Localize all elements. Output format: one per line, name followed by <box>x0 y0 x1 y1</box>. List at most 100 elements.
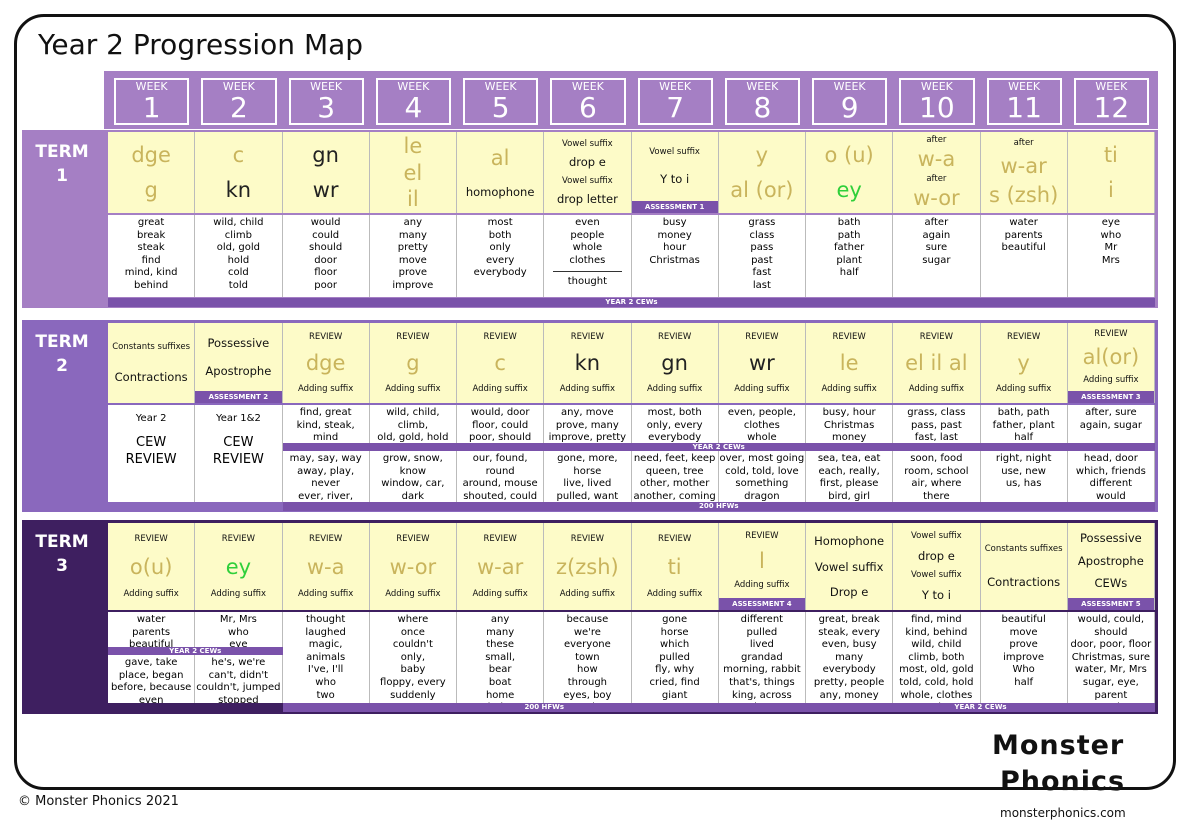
topic-small: Vowel suffix <box>562 175 613 186</box>
word-list: bath path father plant half <box>806 215 894 297</box>
word: improve <box>1003 651 1045 663</box>
topic-small: Adding suffix <box>385 384 441 394</box>
topic-small: after <box>1013 137 1034 148</box>
topic-cell: REVIEW kn Adding suffix <box>544 323 632 403</box>
grapheme: i <box>1107 178 1114 202</box>
word-list: would, could, should door, poor, floor Chr… <box>1067 612 1155 703</box>
word: kind, steak, mind <box>296 419 355 443</box>
topic-cell: REVIEW al(or) Adding suffix ASSESSMENT 3 <box>1067 323 1155 403</box>
grapheme: al (or) <box>730 178 794 202</box>
topic-text: Homophone <box>814 534 885 549</box>
topic-text: Contractions <box>987 575 1061 589</box>
term-word: TERM <box>35 532 89 552</box>
word: Mr, Mrs <box>219 614 257 625</box>
word: many <box>398 229 427 241</box>
week-box: WEEK 12 <box>1073 78 1149 125</box>
topic-cell: gn wr <box>282 132 370 213</box>
topic-small: REVIEW <box>745 332 779 342</box>
word: different <box>740 614 784 625</box>
word-list-upper: Mr, Mrs who eye <box>195 612 283 647</box>
word: ever, river, under <box>298 490 354 502</box>
word: how <box>577 664 598 676</box>
word: would, door <box>470 407 530 418</box>
word: pulled, want <box>556 490 619 502</box>
term-number: 1 <box>56 166 68 186</box>
topic-small: REVIEW <box>570 332 605 342</box>
word: class <box>749 229 775 241</box>
week-label: WEEK <box>135 80 168 93</box>
word-list-upper: water parents beautiful <box>108 612 196 647</box>
word: soon, food <box>910 453 963 464</box>
word: floor <box>314 267 337 279</box>
assessment-banner: ASSESSMENT 5 <box>1067 598 1154 610</box>
topic-small: REVIEW <box>832 332 866 342</box>
word: after <box>924 217 949 228</box>
word: any, money <box>819 689 879 701</box>
topic-small: Adding suffix <box>297 589 354 600</box>
week-box: WEEK 11 <box>986 78 1062 125</box>
word: gone, more, horse <box>557 453 618 477</box>
word-list: because we're everyone town how through eyes, … <box>544 612 632 703</box>
word: would, could, should <box>1077 614 1145 638</box>
topic-small: Adding suffix <box>297 384 354 394</box>
word: whole <box>572 242 603 254</box>
word: bath, path <box>997 407 1050 418</box>
word: through <box>567 676 608 688</box>
topic-small: REVIEW <box>308 533 343 544</box>
word: everybody <box>822 664 876 676</box>
topic-cell: Possessive Apostrophe ASSESSMENT 2 <box>195 323 283 403</box>
word: cold, told, love <box>725 465 799 477</box>
word-list-lower: head, door which, friends different would <box>1067 451 1155 502</box>
word: we're <box>573 626 601 638</box>
word: grass <box>748 217 776 228</box>
word: suddenly <box>390 689 436 701</box>
word-list-lower: over, most going cold, told, love somethin… <box>718 451 806 502</box>
topic-cell: REVIEW ey Adding suffix <box>195 523 283 610</box>
topic-small: REVIEW <box>1006 332 1041 342</box>
term-number: 2 <box>56 356 68 376</box>
word-list-upper: bath, path father, plant half <box>980 405 1068 443</box>
word: parents <box>132 626 171 638</box>
week-number: 4 <box>404 91 423 124</box>
week-label: WEEK <box>571 80 604 93</box>
topic-text: Apostrophe <box>205 363 272 378</box>
word: bath <box>837 217 861 228</box>
word-list: eye who Mr Mrs <box>1067 215 1155 297</box>
topic-small: Adding suffix <box>908 384 965 394</box>
topic-cell: Vowel suffix drop e Vowel suffix drop lette… <box>544 132 632 213</box>
review-text: Year 2 <box>135 413 167 424</box>
grapheme: o(u) <box>129 554 173 579</box>
word: once <box>400 626 425 638</box>
logo-line1: Monster <box>992 730 1125 761</box>
topic-cell: Possessive Apostrophe CEWs ASSESSMENT 5 <box>1067 523 1155 610</box>
grapheme: al(or) <box>1082 345 1140 369</box>
word: place, began <box>118 669 184 681</box>
topic-small: REVIEW <box>221 533 256 544</box>
topic-text: Contractions <box>114 370 188 385</box>
topic-small: Adding suffix <box>734 580 790 591</box>
grapheme: w-ar <box>1000 153 1047 178</box>
review-text: CEW <box>136 435 167 450</box>
word: grandad <box>741 651 783 663</box>
word: kind, behind <box>905 626 968 638</box>
topic-cell: REVIEW l Adding suffix ASSESSMENT 4 <box>718 523 806 610</box>
topic-cell: REVIEW le Adding suffix <box>806 323 894 403</box>
word: again <box>574 702 602 703</box>
word: window, car, dark <box>381 478 445 502</box>
term-word: TERM <box>35 332 89 352</box>
word: two <box>316 689 335 701</box>
word: dragon <box>744 490 780 502</box>
topic-cell: REVIEW z(zsh) Adding suffix <box>544 523 632 610</box>
word: where <box>397 614 429 625</box>
word: need, feet, keep <box>633 453 716 464</box>
word: right, night <box>995 453 1052 464</box>
grapheme: c <box>232 143 245 167</box>
grapheme: el <box>403 160 423 185</box>
word: pass, class, grass <box>1068 702 1154 703</box>
word: find <box>141 254 161 266</box>
word-list: beautiful move prove improve Who half <box>980 612 1068 703</box>
topic-small: REVIEW <box>396 332 430 342</box>
word-list-upper: most, both only, every everybody <box>631 405 719 443</box>
